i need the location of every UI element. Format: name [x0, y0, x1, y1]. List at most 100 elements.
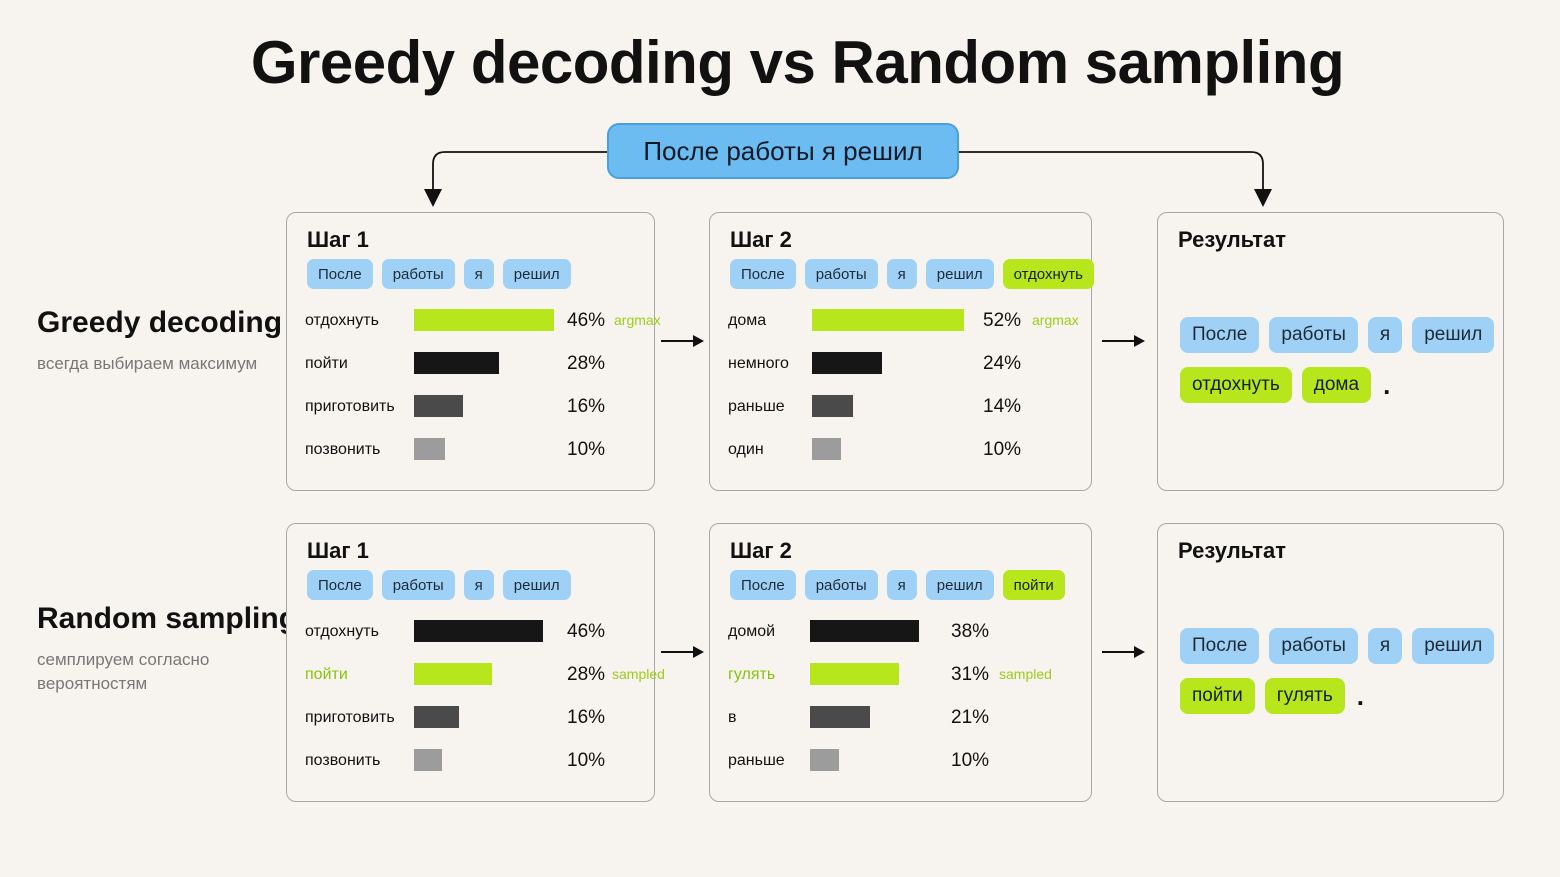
token-chip: После — [307, 570, 373, 600]
probability-bar — [414, 663, 492, 685]
token-chip: После — [730, 259, 796, 289]
result-sequence: После работы я решил пойти гулять. — [1180, 628, 1500, 714]
candidate-label: гулять — [728, 666, 776, 683]
result-sequence: После работы я решил отдохнуть дома. — [1180, 317, 1500, 403]
token-chip: я — [463, 259, 494, 289]
token-chip: я — [1367, 317, 1403, 353]
token-chip: решил — [925, 570, 994, 600]
selection-tag: argmax — [614, 312, 661, 328]
token-chip: решил — [1412, 628, 1495, 664]
sentence-period: . — [1383, 369, 1391, 400]
context-tokens: После работы я решил — [307, 570, 571, 600]
probability-value: 24% — [983, 353, 1022, 374]
selection-tag: sampled — [999, 666, 1052, 682]
candidate-label: приготовить — [305, 398, 395, 415]
token-chip: я — [463, 570, 494, 600]
candidate-row: пойти 28% sampled — [305, 663, 665, 706]
candidate-label: немного — [728, 355, 789, 372]
probability-value: 38% — [951, 621, 990, 642]
probability-value: 16% — [567, 707, 606, 728]
sentence-period: . — [1356, 680, 1365, 711]
probability-value: 52% — [983, 310, 1022, 331]
prompt-box: После работы я решил — [607, 123, 959, 179]
probability-value: 10% — [951, 750, 990, 771]
probability-value: 28% — [567, 353, 606, 374]
result-title: Результат — [1178, 538, 1287, 563]
probability-bar — [810, 663, 899, 685]
candidate-row: один 10% — [728, 438, 1091, 481]
candidate-label: в — [728, 709, 737, 726]
step-title: Шаг 1 — [307, 538, 369, 563]
candidate-row: позвонить 10% — [305, 438, 654, 481]
chosen-token-chip: отдохнуть — [1002, 259, 1094, 289]
probability-value: 28% — [567, 664, 606, 685]
probability-value: 31% — [951, 664, 990, 685]
token-chip: работы — [1269, 628, 1358, 664]
probability-value: 10% — [567, 439, 606, 460]
selection-tag: argmax — [1032, 312, 1079, 328]
token-chip: После — [1180, 628, 1260, 664]
probability-bar — [414, 352, 499, 374]
token-chip: решил — [1412, 317, 1495, 353]
probability-value: 14% — [983, 396, 1022, 417]
row-label-greedy: Greedy decoding всегда выбираем максимум — [37, 306, 282, 376]
row-label-random: Random sampling семплируем согласно веро… — [37, 602, 297, 696]
probability-value: 10% — [983, 439, 1022, 460]
row-name: Greedy decoding — [37, 306, 283, 339]
candidate-label: позвонить — [305, 441, 381, 458]
probability-bars: домой 38% гулять 31% sampled в 21% раньше 10% — [728, 620, 1091, 792]
generated-token-chip: пойти — [1180, 678, 1255, 714]
arrow-right-icon — [1102, 646, 1145, 658]
candidate-row: раньше 10% — [728, 749, 1091, 792]
greedy-step1-panel: Шаг 1 После работы я решил отдохнуть 46% argmax… — [286, 212, 661, 491]
token-chip: решил — [502, 570, 571, 600]
context-tokens: После работы я решил отдохнуть — [730, 259, 1094, 289]
context-tokens: После работы я решил пойти — [730, 570, 1065, 600]
probability-bar — [414, 706, 459, 728]
token-chip: я — [1367, 628, 1403, 664]
token-chip: работы — [804, 259, 878, 289]
row-description: всегда выбираем максимум — [37, 354, 258, 373]
probability-bar — [414, 309, 554, 331]
candidate-label: пойти — [305, 355, 348, 372]
probability-bar — [414, 749, 442, 771]
result-title: Результат — [1178, 227, 1287, 252]
selection-tag: sampled — [612, 666, 665, 682]
candidate-row: раньше 14% — [728, 395, 1091, 438]
probability-bar — [812, 309, 964, 331]
probability-bars: дома 52% argmax немного 24% раньше 14% один 10% — [728, 309, 1091, 481]
candidate-row: позвонить 10% — [305, 749, 654, 792]
random-step1-panel: Шаг 1 После работы я решил отдохнуть 46% пойти 2… — [286, 523, 665, 802]
step-title: Шаг 1 — [307, 227, 369, 252]
probability-value: 21% — [951, 707, 990, 728]
probability-bar — [414, 438, 445, 460]
candidate-row: приготовить 16% — [305, 395, 654, 438]
probability-bar — [812, 352, 882, 374]
token-chip: работы — [381, 259, 455, 289]
token-chip: работы — [1269, 317, 1358, 353]
random-result-panel: Результат После работы я решил пойти гулять. — [1157, 523, 1504, 802]
probability-bar — [414, 395, 463, 417]
candidate-label: один — [728, 441, 764, 458]
step-title: Шаг 2 — [730, 538, 792, 563]
candidate-label: домой — [728, 623, 776, 640]
token-chip: После — [1180, 317, 1260, 353]
probability-value: 16% — [567, 396, 606, 417]
candidate-row: отдохнуть 46% — [305, 620, 654, 663]
candidate-label: раньше — [728, 752, 785, 769]
generated-token-chip: дома — [1301, 367, 1372, 403]
probability-bar — [810, 706, 870, 728]
arrow-right-icon — [1102, 335, 1145, 347]
probability-bars: отдохнуть 46% argmax пойти 28% приготовить 16%… — [305, 309, 661, 481]
step-title: Шаг 2 — [730, 227, 792, 252]
context-tokens: После работы я решил — [307, 259, 571, 289]
candidate-label: раньше — [728, 398, 785, 415]
probability-bar — [812, 395, 853, 417]
greedy-result-panel: Результат После работы я решил отдохнуть дома. — [1157, 212, 1504, 491]
probability-bars: отдохнуть 46% пойти 28% sampled приготовить 16… — [305, 620, 665, 792]
token-chip: я — [886, 259, 917, 289]
probability-bar — [810, 620, 919, 642]
candidate-label: дома — [728, 312, 767, 329]
candidate-label: позвонить — [305, 752, 381, 769]
candidate-row: домой 38% — [728, 620, 1091, 663]
